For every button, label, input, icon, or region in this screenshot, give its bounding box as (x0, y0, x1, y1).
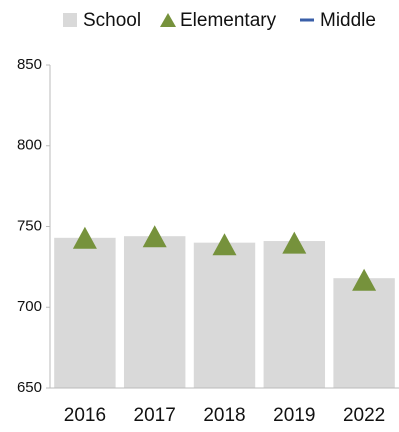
y-tick-label: 800 (17, 137, 42, 154)
y-tick-label: 650 (17, 379, 42, 396)
bar (263, 241, 326, 388)
marker (72, 226, 97, 249)
marker (282, 231, 307, 254)
marker (212, 233, 237, 256)
legend-swatch (63, 13, 77, 27)
marker (142, 225, 167, 248)
bar (193, 242, 256, 388)
bar (54, 237, 116, 388)
x-tick-label: 2022 (343, 405, 385, 426)
legend-label: School (83, 10, 141, 31)
legend-label: Middle (320, 10, 376, 31)
bar (333, 278, 395, 388)
x-tick-label: 2018 (203, 405, 245, 426)
legend-label: Elementary (180, 10, 277, 31)
y-tick-label: 750 (17, 217, 42, 234)
y-tick-label: 850 (17, 56, 42, 73)
x-tick-label: 2019 (273, 405, 315, 426)
marker (352, 268, 377, 291)
y-tick-label: 700 (17, 298, 42, 315)
x-tick-label: 2016 (64, 405, 106, 426)
x-tick-label: 2017 (134, 405, 176, 426)
bar (123, 236, 186, 388)
legend-swatch (160, 13, 176, 27)
